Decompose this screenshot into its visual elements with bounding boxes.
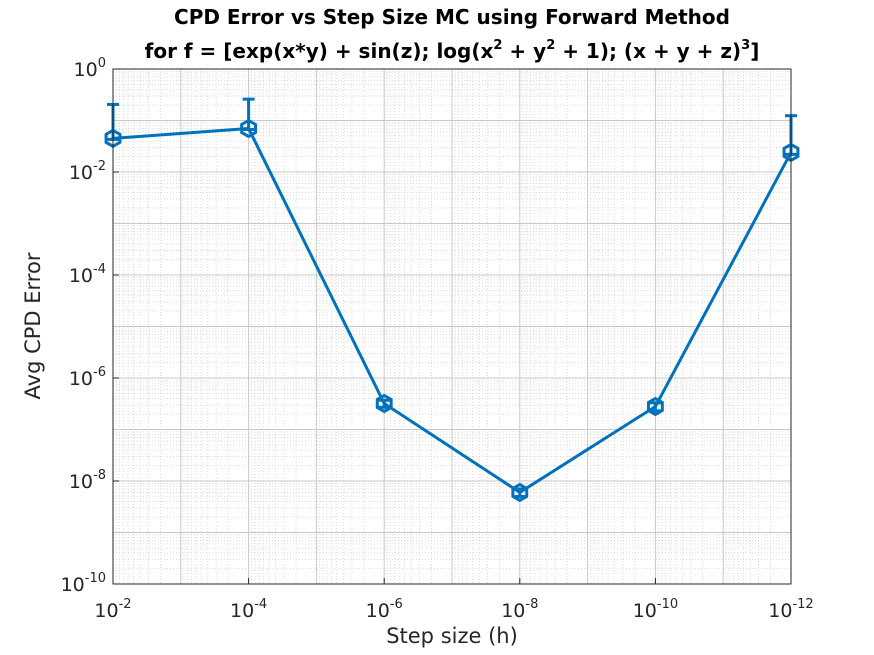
plot-border bbox=[112, 68, 792, 585]
y-tick-label: 10-8 bbox=[69, 468, 106, 493]
data-point-marker bbox=[646, 396, 664, 417]
data-point-marker bbox=[511, 482, 529, 503]
y-tick-label: 10-2 bbox=[69, 159, 106, 184]
x-tick-label: 10-4 bbox=[230, 597, 267, 622]
x-tick-label: 10-6 bbox=[366, 597, 403, 622]
y-axis-ticks: 100 10-2 10-4 10-6 10-8 10-10 bbox=[61, 56, 119, 596]
series-line bbox=[112, 126, 793, 494]
x-tick-label: 10-2 bbox=[94, 597, 131, 622]
plot-area bbox=[104, 68, 800, 585]
x-tick-label: 10-8 bbox=[501, 597, 538, 622]
y-tick-label: 10-6 bbox=[69, 365, 106, 390]
y-tick-label: 10-4 bbox=[69, 262, 106, 287]
x-tick-label: 10-12 bbox=[768, 597, 813, 622]
x-axis-ticks: 10-2 10-4 10-6 10-8 10-10 10-12 bbox=[94, 578, 814, 622]
y-tick-label: 100 bbox=[74, 56, 106, 81]
chart-title-line1: CPD Error vs Step Size MC using Forward … bbox=[174, 5, 730, 29]
y-tick-label: 10-10 bbox=[61, 571, 106, 596]
chart-title-line2: for f = [exp(x*y) + sin(z); log(x2 + y2 … bbox=[145, 38, 760, 63]
major-grid bbox=[112, 68, 792, 585]
y-axis-label: Avg CPD Error bbox=[21, 252, 45, 399]
x-axis-label: Step size (h) bbox=[386, 624, 518, 648]
data-point-marker bbox=[375, 393, 393, 414]
x-tick-label: 10-10 bbox=[633, 597, 678, 622]
data-point-marker bbox=[240, 118, 258, 139]
